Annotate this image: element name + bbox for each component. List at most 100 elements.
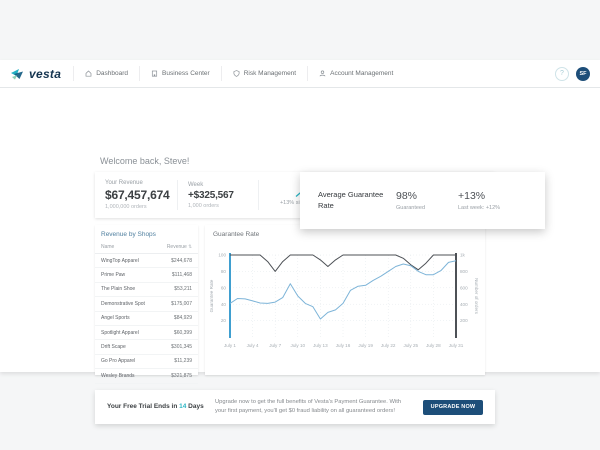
column-revenue[interactable]: Revenue ⇅ xyxy=(167,244,192,250)
navbar-right: ? SF xyxy=(555,66,590,81)
shops-panel-title: Revenue by Shops xyxy=(101,231,156,238)
shop-name: Go Pro Apparel xyxy=(101,358,136,365)
svg-text:July 1: July 1 xyxy=(224,343,236,348)
trial-banner-title: Your Free Trial Ends in 14 Days xyxy=(95,403,215,411)
table-row[interactable]: Demonstrative Spot $175,007 xyxy=(95,297,198,312)
vesta-logo-icon xyxy=(11,68,23,80)
nav-item-dashboard[interactable]: Dashboard xyxy=(73,66,139,81)
shop-revenue: $111,468 xyxy=(171,272,192,279)
divider xyxy=(258,180,259,210)
svg-text:Number of orders: Number of orders xyxy=(474,278,479,314)
welcome-message: Welcome back, Steve! xyxy=(100,156,190,166)
shop-name: Drift Scape xyxy=(101,344,126,351)
vesta-logo[interactable]: vesta xyxy=(10,67,61,81)
table-row[interactable]: WingTop Apparel $244,678 xyxy=(95,254,198,269)
help-icon[interactable]: ? xyxy=(555,66,569,81)
shops-table-header: Name Revenue ⇅ xyxy=(95,242,198,254)
trial-days-highlight: 14 xyxy=(179,402,187,410)
upgrade-now-button[interactable]: UPGRADE NOW xyxy=(423,399,483,415)
person-icon xyxy=(319,70,326,77)
week-label: Week xyxy=(188,181,204,188)
svg-text:800: 800 xyxy=(460,269,468,274)
column-revenue-label: Revenue xyxy=(166,244,187,250)
week-orders: 1,000 orders xyxy=(188,202,219,209)
table-row[interactable]: Spotlight Apparel $60,399 xyxy=(95,326,198,341)
svg-text:1k: 1k xyxy=(460,253,466,258)
svg-text:July 10: July 10 xyxy=(291,343,306,348)
revenue-by-shops-panel: Revenue by Shops Name Revenue ⇅ WingTop … xyxy=(95,225,198,384)
guarantee-rate-chart: 20 40 60 80 100 200 400 600 800 1k July 1 July 4 Jul… xyxy=(209,253,479,348)
svg-text:July 19: July 19 xyxy=(358,343,373,348)
brand-name: vesta xyxy=(29,66,62,81)
svg-text:July 16: July 16 xyxy=(336,343,351,348)
home-icon xyxy=(85,70,92,77)
shop-name: The Plain Shoe xyxy=(101,286,136,293)
top-navbar: vesta Dashboard Business Center Ris xyxy=(0,60,600,88)
building-icon xyxy=(151,70,158,77)
shop-name: Angel Sports xyxy=(101,315,130,322)
app-window: vesta Dashboard Business Center Ris xyxy=(0,60,600,424)
shop-revenue: $60,399 xyxy=(173,329,192,336)
svg-text:July 7: July 7 xyxy=(269,343,281,348)
svg-text:100: 100 xyxy=(218,253,226,258)
table-row[interactable]: Angel Sports $84,929 xyxy=(95,312,198,326)
guarantee-rate-label: Guaranteed xyxy=(396,205,426,211)
svg-text:July 25: July 25 xyxy=(404,343,419,348)
your-revenue-value: $67,457,674 xyxy=(105,188,170,202)
nav-item-account-management[interactable]: Account Management xyxy=(307,66,404,81)
sort-icon[interactable]: ⇅ xyxy=(188,244,192,249)
shops-table-body: WingTop Apparel $244,678 Prime Paw $111,… xyxy=(95,254,198,384)
guarantee-delta-label: Last week: +12% xyxy=(458,205,501,211)
your-revenue-label: Your Revenue xyxy=(105,180,143,186)
trial-banner-message: Upgrade now to get the full benefits of … xyxy=(215,399,402,414)
svg-text:20: 20 xyxy=(221,318,227,323)
svg-text:60: 60 xyxy=(221,285,227,290)
trial-title-prefix: Your Free Trial Ends in xyxy=(107,402,180,410)
your-revenue-orders: 1,000,000 orders xyxy=(105,204,147,210)
table-row[interactable]: Drift Scape $301,345 xyxy=(95,340,198,355)
your-revenue-block: Your Revenue $67,457,674 1,000,000 order… xyxy=(95,180,177,210)
shop-revenue: $175,007 xyxy=(171,300,192,307)
shield-icon xyxy=(233,70,240,77)
svg-text:July 4: July 4 xyxy=(247,343,259,348)
svg-text:Guarantee Rate: Guarantee Rate xyxy=(209,279,214,312)
average-guarantee-rate-popup: Average Guarantee Rate 98% Guaranteed +1… xyxy=(300,172,545,229)
user-avatar[interactable]: SF xyxy=(576,66,590,81)
popup-delta-block: +13% Last week: +12% xyxy=(458,190,520,211)
table-row[interactable]: Go Pro Apparel $11,239 xyxy=(95,355,198,370)
shop-name: Spotlight Apparel xyxy=(101,329,139,336)
trial-title-suffix: Days xyxy=(186,402,204,410)
shop-revenue: $11,239 xyxy=(174,358,192,365)
popup-title: Average Guarantee Rate xyxy=(318,190,384,210)
shop-revenue: $321,875 xyxy=(171,372,192,379)
nav-label: Business Center xyxy=(162,70,210,77)
svg-text:July 28: July 28 xyxy=(426,343,441,348)
popup-rate-block: 98% Guaranteed xyxy=(396,190,458,211)
trial-banner: Your Free Trial Ends in 14 Days Upgrade … xyxy=(95,390,495,424)
shop-revenue: $244,678 xyxy=(171,257,192,264)
svg-text:July 13: July 13 xyxy=(313,343,328,348)
nav-label: Account Management xyxy=(330,70,394,77)
nav-label: Risk Management xyxy=(243,70,297,77)
nav-item-risk-management[interactable]: Risk Management xyxy=(220,66,307,81)
table-row[interactable]: The Plain Shoe $53,211 xyxy=(95,283,198,298)
nav-label: Dashboard xyxy=(96,70,129,77)
table-row[interactable]: Wesley Brands $321,875 xyxy=(95,369,198,384)
table-row[interactable]: Prime Paw $111,468 xyxy=(95,268,198,283)
svg-text:400: 400 xyxy=(460,302,468,307)
divider xyxy=(177,180,178,210)
shop-name: Wesley Brands xyxy=(101,372,135,379)
shop-revenue: $53,211 xyxy=(174,286,192,293)
svg-text:80: 80 xyxy=(221,269,227,274)
guarantee-rate-panel: Guarantee Rate 20 40 60 80 100 200 400 600 800 1k… xyxy=(205,225,485,375)
shop-name: WingTop Apparel xyxy=(101,257,139,264)
shop-revenue: $301,345 xyxy=(171,344,192,351)
column-name[interactable]: Name xyxy=(101,244,115,250)
shop-name: Prime Paw xyxy=(101,272,126,279)
shop-revenue: $84,929 xyxy=(173,315,192,322)
chart-title: Guarantee Rate xyxy=(213,231,260,238)
svg-text:July 22: July 22 xyxy=(381,343,396,348)
svg-text:200: 200 xyxy=(460,318,468,323)
nav-item-business-center[interactable]: Business Center xyxy=(139,66,221,81)
